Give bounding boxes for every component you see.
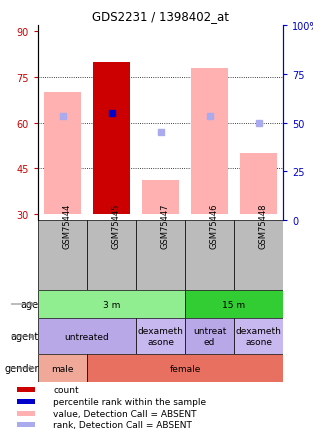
Bar [185,318,234,354]
Text: count: count [54,385,79,395]
Bar [87,354,283,382]
Bar [185,220,234,290]
Text: dexameth
asone: dexameth asone [236,326,281,346]
Text: dexameth
asone: dexameth asone [137,326,183,346]
Bar [44,93,81,214]
Bar [38,318,136,354]
Bar [17,411,35,416]
Text: gender: gender [4,363,39,373]
Bar [38,220,87,290]
Text: GSM75447: GSM75447 [161,204,170,249]
Bar [93,62,130,214]
Bar [136,318,185,354]
Text: 3 m: 3 m [103,300,120,309]
Title: GDS2231 / 1398402_at: GDS2231 / 1398402_at [92,10,229,23]
Text: GSM75448: GSM75448 [259,204,268,249]
Text: agent: agent [11,331,39,341]
Text: GSM75446: GSM75446 [209,204,218,249]
Bar [17,422,35,427]
Text: untreat
ed: untreat ed [193,326,226,346]
Text: percentile rank within the sample: percentile rank within the sample [54,398,207,406]
Bar [87,220,136,290]
Bar [185,290,283,318]
Bar [17,387,35,392]
Text: age: age [21,299,39,309]
Bar [142,181,179,214]
Bar [38,290,185,318]
Text: rank, Detection Call = ABSENT: rank, Detection Call = ABSENT [54,420,192,429]
Text: male: male [51,364,74,373]
Bar [234,220,283,290]
Bar [191,69,228,214]
Bar [17,399,35,404]
Bar [240,154,277,214]
Text: 15 m: 15 m [223,300,246,309]
Text: GSM75444: GSM75444 [63,204,71,249]
Text: GSM75445: GSM75445 [111,204,121,249]
Text: female: female [169,364,201,373]
Bar [234,318,283,354]
Text: value, Detection Call = ABSENT: value, Detection Call = ABSENT [54,409,197,418]
Text: untreated: untreated [64,332,109,341]
Bar [136,220,185,290]
Bar [38,354,87,382]
